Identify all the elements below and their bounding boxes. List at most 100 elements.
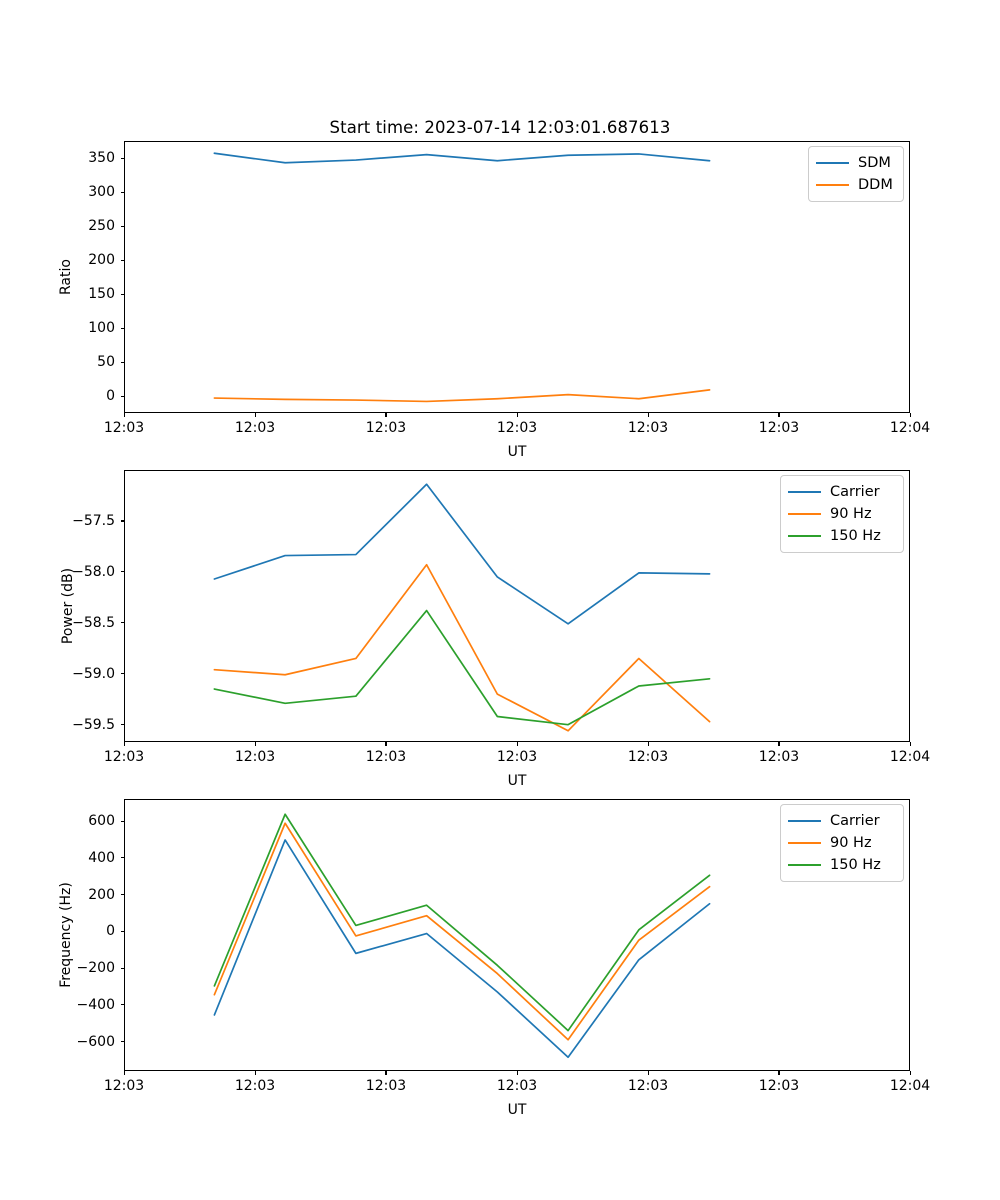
x-tickmark (516, 1071, 518, 1075)
x-tick-label: 12:03 (496, 1078, 538, 1094)
y-tickmark (120, 820, 124, 822)
series-line (213, 839, 711, 1059)
line-swatch-carrier (788, 491, 821, 493)
y-tick-label: 300 (88, 184, 115, 200)
legend-item-90hz: 90 Hz (788, 503, 896, 525)
y-tickmark (120, 1041, 124, 1043)
line-swatch-sdm (816, 162, 849, 164)
series-line (213, 152, 711, 164)
y-tick-label: −400 (76, 996, 115, 1013)
y-tickmark (120, 191, 124, 193)
x-tickmark (647, 1071, 649, 1075)
y-tick-label: 600 (88, 813, 115, 830)
legend-item-150hz: 150 Hz (788, 854, 896, 876)
x-tick-label: 12:03 (234, 420, 276, 436)
legend-label-90hz: 90 Hz (830, 835, 872, 851)
y-tick-label: 100 (88, 320, 115, 336)
x-tickmark (909, 413, 911, 417)
legend-label-150hz: 150 Hz (830, 528, 881, 544)
legend-item-ddm: DDM (816, 174, 896, 196)
y-tick-label: −57.5 (72, 512, 115, 529)
legend-item-carrier: Carrier (788, 810, 896, 832)
x-tickmark (123, 1071, 125, 1075)
y-tickmark (120, 673, 124, 675)
y-tickmark (120, 327, 124, 329)
x-tick-label: 12:04 (889, 1078, 931, 1094)
x-tick-label: 12:03 (758, 420, 800, 436)
x-tick-label: 12:03 (365, 420, 407, 436)
x-tickmark (123, 413, 125, 417)
x-tick-label: 12:04 (889, 749, 931, 765)
legend-label-150hz: 150 Hz (830, 857, 881, 873)
frequency-axes (124, 799, 910, 1071)
y-tick-label: 250 (88, 218, 115, 234)
y-tickmark (120, 520, 124, 522)
y-tick-label: −59.0 (72, 665, 115, 682)
y-tickmark (120, 724, 124, 726)
x-tick-label: 12:03 (496, 420, 538, 436)
frequency-plot-lines (213, 813, 711, 1059)
power-plot-lines (213, 483, 711, 732)
x-tickmark (385, 1071, 387, 1075)
series-line (213, 822, 711, 1041)
x-tickmark (123, 742, 125, 746)
figure-title: Start time: 2023-07-14 12:03:01.687613 (329, 118, 671, 137)
y-tick-label: 400 (88, 849, 115, 866)
x-tick-label: 12:03 (496, 749, 538, 765)
ratio-xlabel: UT (507, 444, 527, 460)
y-tick-label: −59.5 (72, 716, 115, 733)
y-tick-label: −58.0 (72, 563, 115, 580)
x-tick-label: 12:03 (365, 1078, 407, 1094)
y-tick-label: −600 (76, 1033, 115, 1050)
legend-label-carrier: Carrier (830, 813, 880, 829)
y-tickmark (120, 157, 124, 159)
legend-item-150hz: 150 Hz (788, 525, 896, 547)
x-tickmark (647, 742, 649, 746)
y-tickmark (120, 395, 124, 397)
x-tickmark (778, 742, 780, 746)
legend-item-sdm: SDM (816, 152, 896, 174)
y-tickmark (120, 259, 124, 261)
x-tick-label: 12:03 (758, 749, 800, 765)
ratio-plot-lines (213, 152, 711, 403)
y-tickmark (120, 571, 124, 573)
ratio-legend: SDM DDM (808, 146, 904, 202)
y-tickmark (120, 293, 124, 295)
x-tick-label: 12:03 (103, 420, 145, 436)
y-tick-label: −200 (76, 960, 115, 977)
x-tickmark (778, 1071, 780, 1075)
power-legend: Carrier 90 Hz 150 Hz (780, 475, 904, 553)
x-tick-label: 12:03 (758, 1078, 800, 1094)
line-swatch-carrier (788, 820, 821, 822)
y-tickmark (120, 1004, 124, 1006)
legend-label-ddm: DDM (858, 177, 893, 193)
y-tick-label: −58.5 (72, 614, 115, 631)
x-tick-label: 12:03 (627, 1078, 669, 1094)
y-tickmark (120, 225, 124, 227)
x-tickmark (909, 742, 911, 746)
x-tickmark (254, 1071, 256, 1075)
series-line (213, 813, 711, 1032)
legend-item-carrier: Carrier (788, 481, 896, 503)
y-tickmark (120, 622, 124, 624)
y-tick-label: 200 (88, 886, 115, 903)
y-tickmark (120, 361, 124, 363)
line-swatch-90hz (788, 513, 821, 515)
line-swatch-150hz (788, 535, 821, 537)
y-tickmark (120, 967, 124, 969)
y-tick-label: 200 (88, 252, 115, 268)
line-swatch-150hz (788, 864, 821, 866)
series-line (213, 483, 711, 625)
x-tick-label: 12:04 (889, 420, 931, 436)
frequency-xlabel: UT (507, 1102, 527, 1118)
x-tickmark (778, 413, 780, 417)
y-tickmark (120, 894, 124, 896)
x-tick-label: 12:03 (103, 749, 145, 765)
series-line (213, 609, 711, 726)
legend-label-sdm: SDM (858, 155, 891, 171)
series-line (213, 389, 711, 403)
y-tick-label: 0 (106, 923, 115, 940)
x-tickmark (385, 413, 387, 417)
legend-label-carrier: Carrier (830, 484, 880, 500)
